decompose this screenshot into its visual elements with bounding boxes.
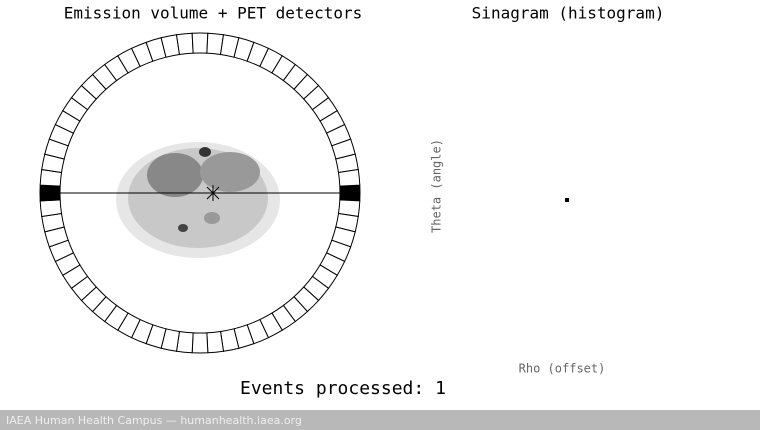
detector-active: [339, 184, 361, 202]
hot-spot: [199, 147, 211, 157]
footer-bar: [0, 410, 760, 430]
axis-label: Rho (offset): [519, 362, 606, 376]
detector-active: [39, 184, 61, 202]
detector: [206, 330, 225, 354]
organ: [200, 152, 260, 192]
organ: [147, 153, 203, 197]
axis-label: Theta (angle): [430, 139, 444, 233]
emission-volume: [116, 142, 280, 258]
footer-text: IAEA Human Health Campus — humanhealth.i…: [6, 414, 302, 427]
detector: [175, 32, 194, 56]
detector: [39, 199, 63, 218]
event-marker: [205, 185, 221, 201]
panel-title: Emission volume + PET detectors: [64, 4, 363, 23]
panel-title: Sinagram (histogram): [472, 4, 665, 23]
hot-spot: [178, 224, 188, 232]
detector: [191, 332, 209, 354]
status-text: Events processed: 1: [240, 378, 446, 399]
status-count: 1: [435, 378, 446, 399]
marker-stroke: [206, 186, 220, 200]
sinogram-count: [565, 198, 569, 202]
organ: [204, 212, 220, 224]
detector: [191, 32, 209, 54]
detector: [337, 168, 361, 187]
status-label: Events processed:: [240, 378, 424, 399]
detector-ring: [39, 32, 361, 354]
